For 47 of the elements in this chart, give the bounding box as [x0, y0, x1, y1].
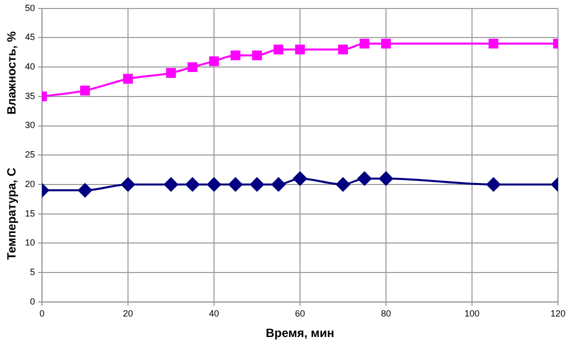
y-tick-label: 15	[24, 208, 36, 218]
y-tick-label: 10	[24, 238, 36, 248]
point	[360, 38, 370, 48]
point	[186, 177, 200, 192]
x-tick-label: 40	[209, 308, 220, 319]
point	[123, 74, 133, 84]
point	[272, 177, 286, 192]
x-tick-label: 80	[380, 308, 392, 319]
point	[381, 38, 391, 48]
point	[228, 177, 243, 192]
point	[230, 50, 240, 60]
point	[166, 68, 176, 78]
y-tick-label: 30	[24, 120, 36, 130]
point	[121, 177, 136, 192]
y-tick-label: 5	[30, 266, 36, 277]
x-tick-label: 60	[295, 308, 306, 319]
y-tick-label: 40	[24, 62, 36, 72]
point	[293, 172, 308, 186]
x-tick-label: 20	[123, 308, 134, 319]
point	[78, 183, 92, 198]
point	[252, 50, 262, 60]
point	[207, 177, 222, 192]
x-tick-label: 120	[550, 308, 566, 319]
y-tick-label: 35	[24, 90, 36, 101]
point	[274, 44, 284, 54]
y-tick-label: 25	[24, 150, 36, 160]
point	[188, 62, 198, 72]
point	[209, 56, 219, 66]
point	[250, 177, 264, 192]
point	[336, 177, 350, 192]
x-tick-label: 100	[464, 308, 480, 319]
y-tick-label: 0	[30, 296, 36, 306]
point	[486, 177, 500, 192]
point	[295, 44, 305, 54]
y-axis-title: Влажность, %	[4, 31, 18, 115]
point	[80, 86, 90, 96]
x-tick-label: 0	[40, 308, 45, 319]
y-tick-label: 45	[24, 32, 36, 42]
point	[379, 172, 394, 186]
x-axis-title: Время, мин	[266, 326, 334, 340]
y-tick-label: 20	[24, 178, 36, 189]
point	[358, 172, 372, 186]
point	[488, 38, 498, 48]
point	[338, 44, 348, 54]
y-tick-label: 50	[24, 2, 36, 13]
y2-axis-title: Температура, С	[4, 167, 18, 260]
point	[164, 177, 178, 192]
